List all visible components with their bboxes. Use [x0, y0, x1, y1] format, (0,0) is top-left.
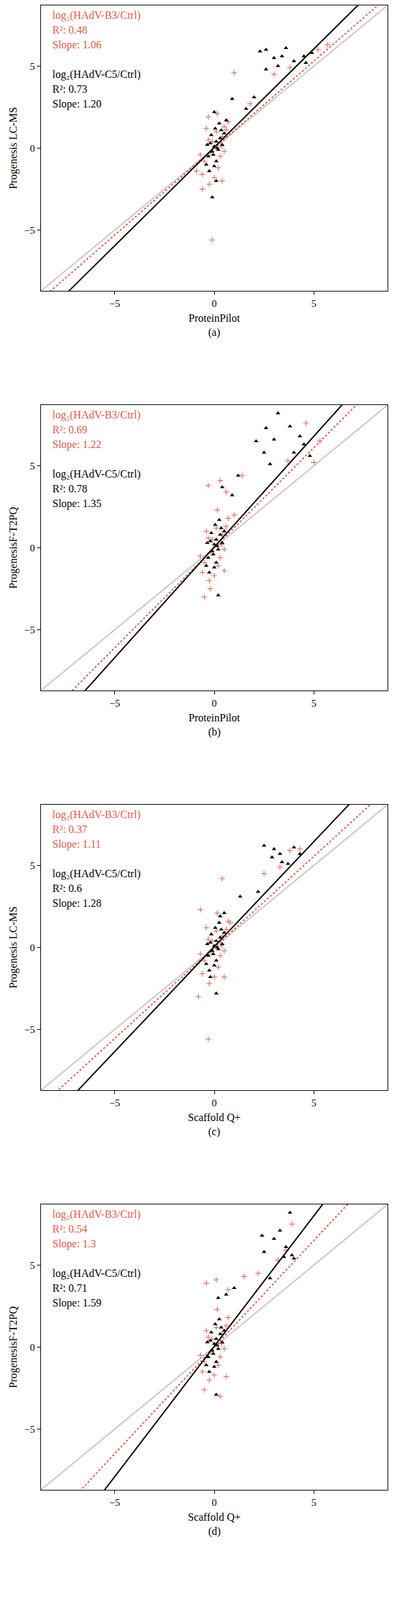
svg-text:ProteinPilot: ProteinPilot	[188, 312, 241, 324]
svg-text:R²: 0.78: R²: 0.78	[52, 482, 88, 495]
svg-text:0: 0	[211, 697, 217, 709]
svg-text:log₂(HAdV-B3/Ctrl): log₂(HAdV-B3/Ctrl)	[52, 409, 141, 422]
svg-text:Scaffold Q+: Scaffold Q+	[188, 1511, 242, 1523]
svg-text:Slope: 1.20: Slope: 1.20	[52, 98, 102, 111]
svg-text:5: 5	[311, 697, 318, 709]
svg-text:R²: 0.54: R²: 0.54	[52, 1223, 88, 1235]
svg-text:0: 0	[211, 1497, 217, 1508]
svg-text:−5: −5	[109, 1097, 121, 1109]
svg-text:Progenesis LC-MS: Progenesis LC-MS	[7, 906, 20, 989]
svg-text:Progenesis LC-MS: Progenesis LC-MS	[7, 106, 20, 189]
svg-text:R²: 0.37: R²: 0.37	[52, 823, 88, 835]
svg-text:log₂(HAdV-B3/Ctrl): log₂(HAdV-B3/Ctrl)	[52, 9, 141, 22]
svg-text:R²: 0.69: R²: 0.69	[52, 423, 88, 436]
svg-text:(c): (c)	[208, 1125, 221, 1138]
svg-text:5: 5	[311, 1097, 318, 1109]
svg-text:Slope: 1.35: Slope: 1.35	[52, 497, 102, 510]
svg-text:ProteinPilot: ProteinPilot	[188, 711, 241, 724]
svg-text:−5: −5	[24, 1024, 35, 1036]
svg-text:0: 0	[211, 298, 217, 309]
svg-text:log₂(HAdV-C5/Ctrl): log₂(HAdV-C5/Ctrl)	[52, 1267, 141, 1280]
svg-text:log₂(HAdV-B3/Ctrl): log₂(HAdV-B3/Ctrl)	[52, 808, 141, 821]
svg-text:Scaffold Q+: Scaffold Q+	[188, 1111, 242, 1124]
svg-text:(a): (a)	[208, 326, 221, 339]
svg-text:5: 5	[30, 1260, 36, 1271]
svg-text:−5: −5	[109, 298, 121, 309]
svg-text:−5: −5	[109, 1497, 121, 1508]
svg-text:log₂(HAdV-C5/Ctrl): log₂(HAdV-C5/Ctrl)	[52, 867, 141, 880]
svg-text:5: 5	[30, 61, 36, 72]
svg-text:ProgenesisF-T2PQ: ProgenesisF-T2PQ	[7, 1305, 20, 1388]
svg-text:log₂(HAdV-B3/Ctrl): log₂(HAdV-B3/Ctrl)	[52, 1208, 141, 1221]
svg-text:0: 0	[30, 942, 36, 954]
svg-text:5: 5	[30, 860, 36, 872]
svg-text:ProgenesisF-T2PQ: ProgenesisF-T2PQ	[7, 506, 20, 589]
svg-text:5: 5	[311, 1497, 318, 1508]
svg-text:R²: 0.48: R²: 0.48	[52, 24, 88, 36]
svg-text:R²: 0.6: R²: 0.6	[52, 882, 82, 894]
svg-text:Slope: 1.06: Slope: 1.06	[52, 38, 102, 52]
svg-text:R²: 0.71: R²: 0.71	[52, 1282, 88, 1294]
svg-text:0: 0	[30, 542, 36, 554]
svg-text:Slope: 1.28: Slope: 1.28	[52, 897, 102, 910]
svg-text:0: 0	[30, 143, 36, 154]
svg-text:5: 5	[30, 460, 36, 472]
svg-text:5: 5	[311, 298, 318, 309]
svg-text:Slope: 1.59: Slope: 1.59	[52, 1296, 102, 1310]
svg-text:−5: −5	[24, 225, 35, 236]
svg-text:−5: −5	[24, 1423, 35, 1435]
svg-text:R²: 0.73: R²: 0.73	[52, 83, 88, 95]
svg-text:(b): (b)	[208, 726, 221, 739]
svg-text:Slope: 1.11: Slope: 1.11	[52, 838, 101, 851]
svg-text:log₂(HAdV-C5/Ctrl): log₂(HAdV-C5/Ctrl)	[52, 468, 141, 481]
svg-text:Slope: 1.3: Slope: 1.3	[52, 1237, 97, 1250]
svg-text:log₂(HAdV-C5/Ctrl): log₂(HAdV-C5/Ctrl)	[52, 68, 141, 81]
svg-text:0: 0	[211, 1097, 217, 1109]
svg-text:−5: −5	[24, 624, 35, 636]
svg-text:(d): (d)	[208, 1525, 221, 1538]
svg-text:0: 0	[30, 1341, 36, 1353]
svg-text:−5: −5	[109, 697, 121, 709]
svg-text:Slope: 1.22: Slope: 1.22	[52, 438, 102, 451]
